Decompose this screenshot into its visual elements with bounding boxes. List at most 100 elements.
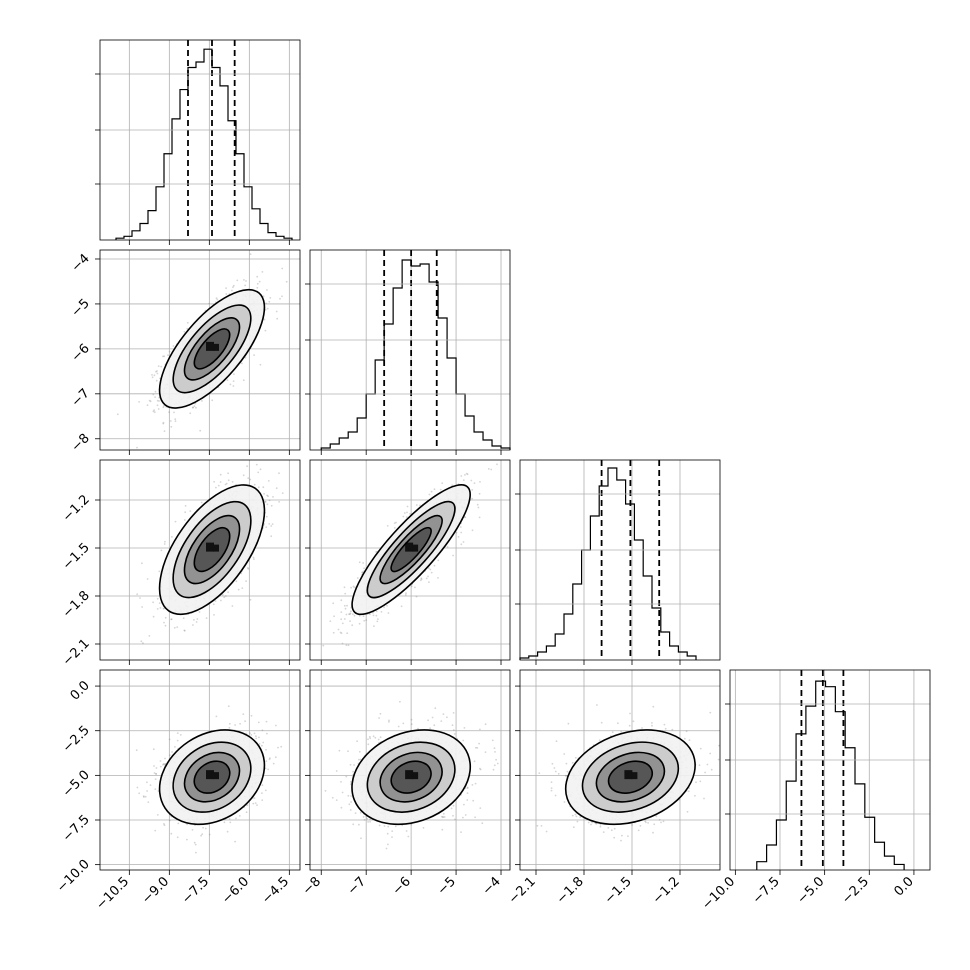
scatter-point [242, 713, 245, 715]
scatter-point [232, 286, 234, 288]
scatter-point [356, 577, 359, 579]
scatter-point [160, 549, 163, 552]
scatter-point [262, 741, 265, 744]
scatter-point [155, 370, 157, 373]
scatter-point [427, 575, 429, 578]
scatter-point [263, 318, 266, 321]
scatter-point [457, 536, 460, 538]
scatter-point [439, 488, 442, 491]
scatter-point [235, 580, 238, 583]
scatter-point [365, 619, 368, 621]
scatter-point [465, 472, 468, 475]
scatter-point [186, 321, 189, 324]
scatter-point [279, 297, 281, 300]
scatter-point [183, 629, 186, 632]
scatter-point [339, 631, 342, 634]
scatter-point [138, 792, 141, 795]
panel-background [730, 670, 930, 870]
scatter-point [414, 586, 416, 589]
scatter-point [478, 492, 481, 495]
scatter-point [156, 399, 159, 402]
scatter-point [387, 612, 390, 614]
scatter-point [158, 602, 161, 604]
scatter-point [420, 578, 423, 581]
scatter-point [441, 482, 444, 484]
scatter-point [219, 481, 222, 483]
scatter-point [478, 516, 481, 519]
scatter-point [189, 510, 192, 512]
density-peak-cell [412, 544, 419, 552]
panel-frame [309, 459, 511, 661]
scatter-point [264, 501, 267, 503]
scatter-point [362, 615, 365, 617]
scatter-point [184, 511, 187, 514]
scatter-point [199, 429, 202, 432]
scatter-point [420, 577, 423, 580]
scatter-point [220, 599, 222, 602]
scatter-point [201, 400, 203, 402]
scatter-point [171, 536, 173, 538]
scatter-point [345, 613, 348, 616]
y-tick-label: −5 [69, 296, 93, 320]
scatter-point [152, 410, 155, 413]
scatter-point [372, 611, 374, 614]
scatter-point [455, 531, 458, 534]
scatter-point [255, 463, 258, 466]
scatter-point [223, 596, 226, 599]
scatter-point [415, 595, 418, 598]
scatter-point [162, 355, 164, 358]
scatter-point [191, 406, 194, 409]
scatter-point [162, 406, 165, 409]
scatter-point [244, 356, 247, 359]
scatter-point [151, 376, 154, 379]
histogram-panel-4: −10.0 −7.5 −5.0 −2.5 0.0 [699, 669, 931, 913]
scatter-point [341, 622, 344, 625]
scatter-point [346, 632, 349, 635]
scatter-point [254, 802, 257, 804]
contour-line [379, 514, 443, 585]
scatter-point [345, 644, 348, 646]
scatter-point [241, 587, 244, 589]
scatter-point [403, 512, 406, 514]
scatter-point [269, 297, 272, 299]
scatter-point [460, 543, 463, 546]
scatter-point [351, 624, 354, 627]
scatter-point [373, 625, 375, 627]
scatter-point [358, 561, 361, 564]
scatter-point [250, 714, 253, 717]
scatter-point [261, 271, 264, 273]
scatter-point [208, 833, 211, 836]
scatter-point [430, 490, 433, 493]
scatter-point [229, 383, 232, 386]
x-tick-label: −5.0 [795, 874, 828, 907]
scatter-point [200, 501, 203, 504]
scatter-point [363, 619, 366, 622]
scatter-point [156, 404, 159, 407]
scatter-point [174, 520, 177, 523]
scatter-point [160, 365, 163, 368]
scatter-point [409, 513, 411, 515]
scatter-point [259, 363, 262, 366]
panel-background [310, 250, 510, 450]
scatter-point [257, 471, 260, 474]
scatter-point [258, 280, 261, 283]
scatter-point [184, 505, 187, 507]
scatter-point [332, 631, 335, 634]
scatter-point [196, 618, 199, 620]
scatter-point [249, 253, 252, 256]
scatter-point [452, 554, 454, 557]
scatter-point [217, 484, 220, 487]
contour-line [366, 500, 456, 599]
panel-frame [309, 249, 511, 451]
scatter-point [253, 354, 256, 356]
scatter-point [353, 614, 356, 617]
panel-frame [729, 669, 931, 871]
scatter-point [271, 523, 274, 525]
scatter-point [437, 559, 440, 562]
scatter-point [159, 607, 162, 609]
scatter-point [246, 465, 249, 468]
scatter-point [162, 421, 165, 424]
scatter-point [259, 468, 262, 471]
y-tick-label: −1.5 [60, 540, 93, 573]
scatter-point [446, 546, 449, 548]
